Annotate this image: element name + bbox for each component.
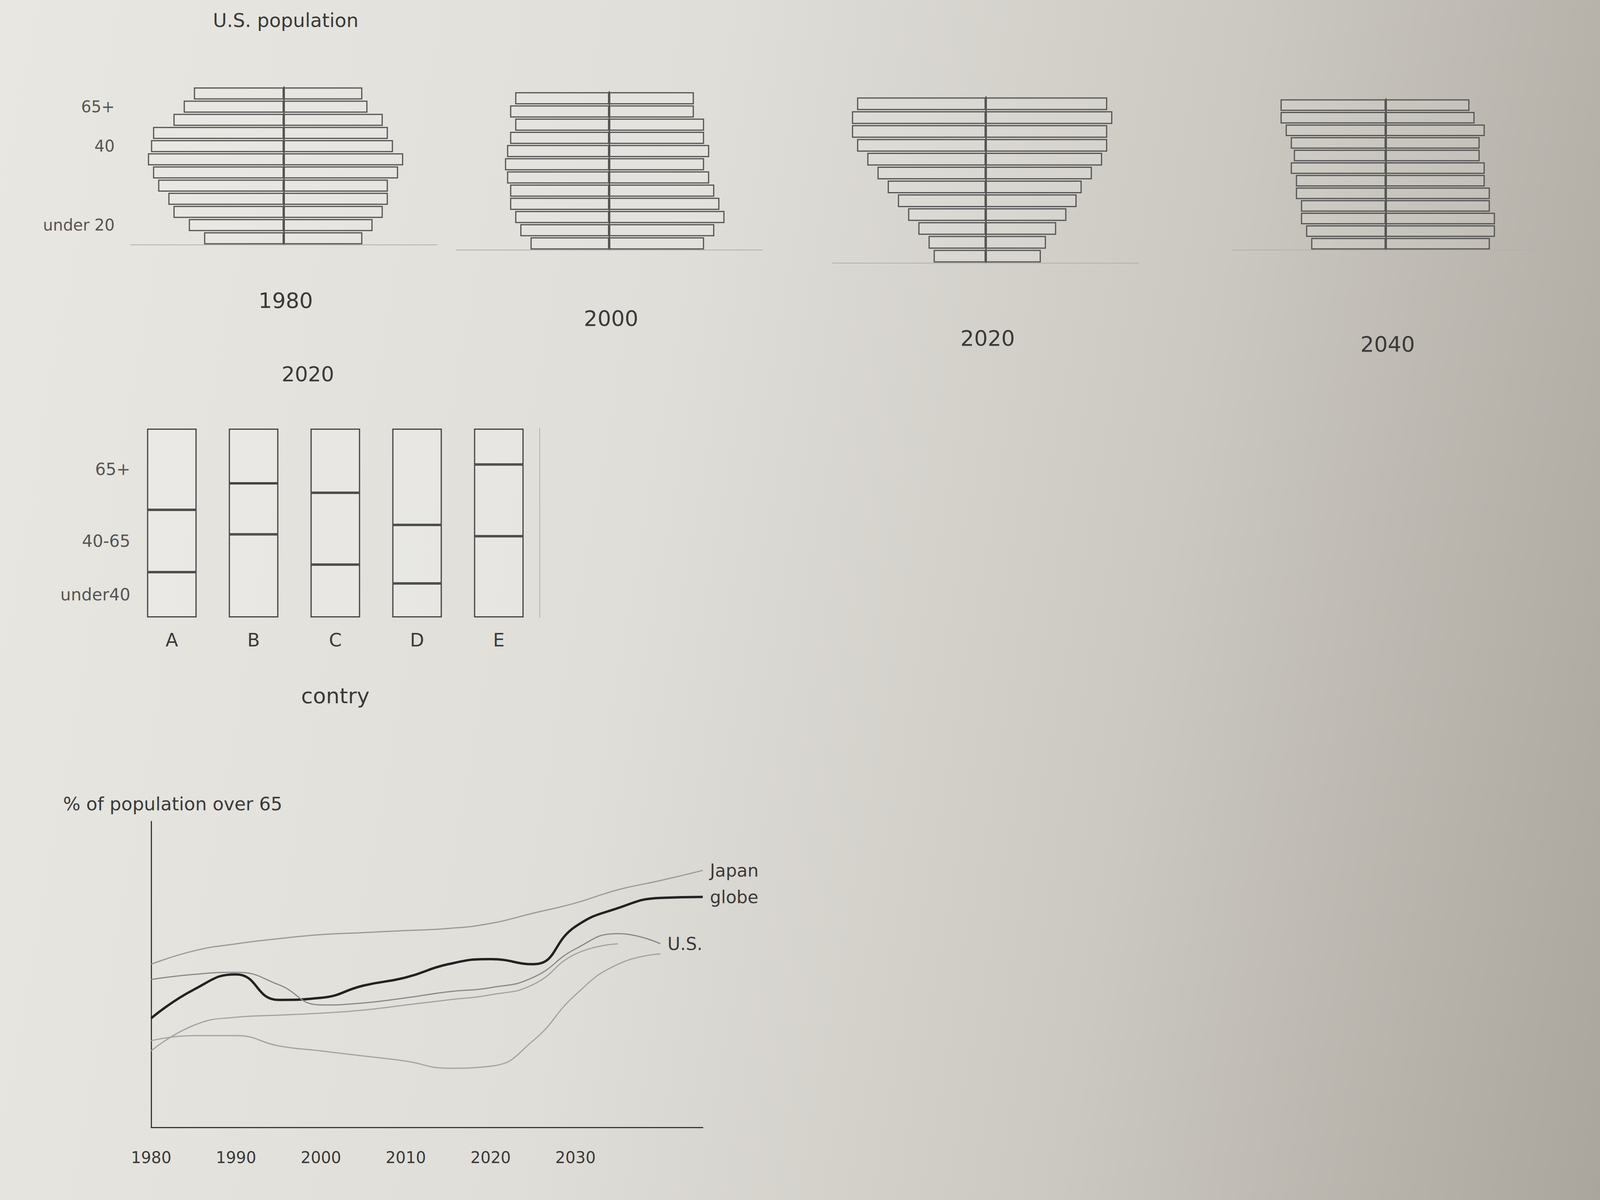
- svg-text:40: 40: [94, 136, 115, 156]
- svg-text:1990: 1990: [215, 1148, 257, 1167]
- svg-text:C: C: [328, 629, 342, 651]
- svg-text:65+: 65+: [81, 97, 115, 116]
- svg-text:% of population over 65: % of population over 65: [63, 793, 283, 815]
- svg-text:A: A: [165, 629, 179, 651]
- svg-text:D: D: [409, 629, 424, 651]
- svg-text:U.S.: U.S.: [667, 933, 703, 954]
- svg-text:Japan: Japan: [708, 860, 759, 881]
- svg-text:U.S. population: U.S. population: [213, 9, 359, 32]
- svg-text:under 20: under 20: [42, 215, 115, 235]
- svg-text:65+: 65+: [95, 459, 131, 479]
- svg-text:2020: 2020: [960, 325, 1015, 351]
- svg-text:under40: under40: [60, 584, 131, 605]
- svg-text:2000: 2000: [300, 1148, 342, 1167]
- svg-text:E: E: [492, 629, 505, 651]
- svg-text:globe: globe: [709, 886, 759, 908]
- svg-text:2000: 2000: [583, 305, 639, 331]
- svg-text:2020: 2020: [281, 362, 335, 387]
- svg-text:2040: 2040: [1360, 331, 1415, 357]
- svg-text:2020: 2020: [470, 1148, 511, 1167]
- svg-text:1980: 1980: [258, 288, 313, 314]
- svg-text:2030: 2030: [555, 1148, 596, 1167]
- svg-text:B: B: [247, 629, 260, 651]
- svg-text:1980: 1980: [130, 1148, 172, 1167]
- svg-text:contry: contry: [301, 683, 370, 709]
- svg-text:40-65: 40-65: [81, 531, 131, 551]
- svg-text:2010: 2010: [385, 1148, 427, 1167]
